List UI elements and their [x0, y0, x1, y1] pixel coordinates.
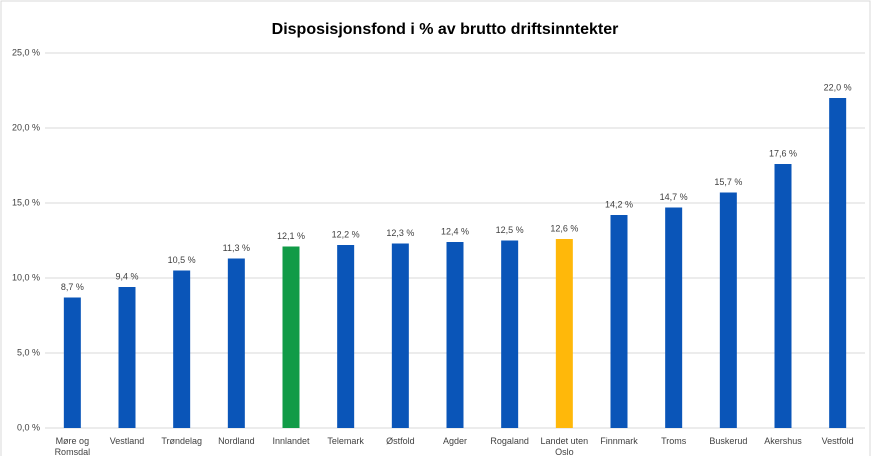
- bar: [446, 242, 464, 428]
- x-tick-label: Akershus: [764, 436, 802, 446]
- data-label: 12,2 %: [332, 229, 360, 239]
- x-tick-label: Landet uten Oslo: [540, 436, 589, 456]
- x-tick-label: Rogaland: [490, 436, 529, 446]
- bar: [63, 297, 81, 428]
- bar: [118, 287, 136, 428]
- x-tick-label: Vestfold: [821, 436, 854, 446]
- data-label: 22,0 %: [824, 82, 852, 92]
- bar: [227, 258, 245, 428]
- x-tick-label: Buskerud: [709, 436, 748, 446]
- x-tick-label: Østfold: [386, 436, 415, 446]
- data-label: 10,5 %: [168, 255, 196, 265]
- data-label: 12,1 %: [277, 231, 305, 241]
- y-tick-label: 25,0 %: [12, 47, 40, 57]
- x-tick-label: Vestland: [109, 436, 145, 446]
- data-label: 14,7 %: [660, 192, 688, 202]
- bar: [501, 240, 519, 428]
- bar: [391, 243, 409, 428]
- bar: [337, 245, 355, 428]
- data-label: 12,3 %: [386, 228, 414, 238]
- y-tick-label: 20,0 %: [12, 122, 40, 132]
- bar: [719, 192, 737, 428]
- y-tick-label: 5,0 %: [17, 347, 40, 357]
- data-label: 17,6 %: [769, 148, 797, 158]
- bar: [173, 270, 191, 428]
- x-tick-label: Møre og Romsdal: [54, 436, 91, 456]
- data-label: 12,5 %: [496, 225, 524, 235]
- x-tick-label: Agder: [442, 436, 468, 446]
- chart-title: Disposisjonsfond i % av brutto driftsinn…: [272, 21, 619, 38]
- bar: [829, 98, 847, 428]
- bar: [774, 164, 792, 428]
- x-tick-label: Innlandet: [272, 436, 310, 446]
- data-label: 14,2 %: [605, 199, 633, 209]
- y-tick-label: 0,0 %: [17, 422, 40, 432]
- x-tick-label: Telemark: [327, 436, 364, 446]
- x-tick-label: Trøndelag: [161, 436, 202, 446]
- x-tick-label: Nordland: [218, 436, 255, 446]
- data-label: 11,3 %: [223, 243, 250, 253]
- data-label: 12,4 %: [441, 226, 469, 236]
- y-tick-label: 10,0 %: [12, 272, 40, 282]
- bar: [665, 207, 683, 428]
- x-tick-label: Troms: [661, 436, 687, 446]
- y-tick-label: 15,0 %: [12, 197, 40, 207]
- data-label: 9,4 %: [115, 271, 138, 281]
- data-label: 15,7 %: [714, 177, 742, 187]
- x-tick-label: Finnmark: [600, 436, 638, 446]
- data-label: 12,6 %: [550, 223, 578, 233]
- data-label: 8,7 %: [61, 282, 84, 292]
- bar: [555, 239, 573, 428]
- bar: [282, 246, 300, 428]
- bar: [610, 215, 628, 428]
